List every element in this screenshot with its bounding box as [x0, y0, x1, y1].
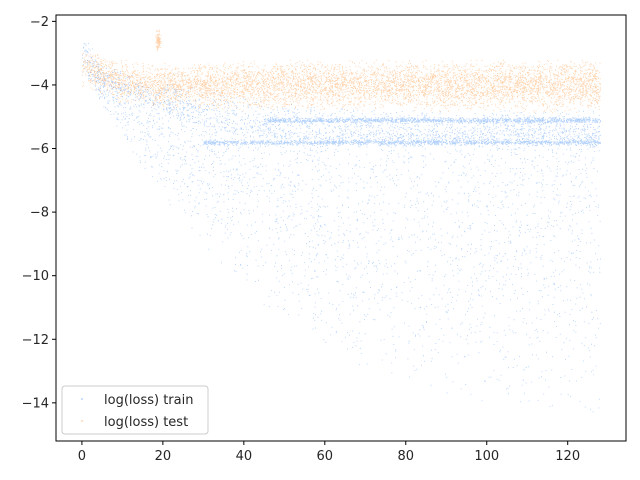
y-tick-label: −12	[22, 333, 49, 348]
x-tick-label: 20	[155, 449, 172, 464]
y-tick-label: −4	[30, 78, 49, 93]
test-series-points	[81, 29, 601, 114]
y-tick-label: −14	[22, 396, 49, 411]
y-tick-label: −2	[30, 15, 49, 30]
plot-background	[56, 15, 626, 441]
y-axis: −2 −4 −6 −8 −10 −12 −14	[22, 15, 56, 411]
x-tick-label: 80	[397, 449, 414, 464]
y-tick-label: −8	[30, 206, 49, 221]
y-tick-label: −10	[22, 269, 49, 284]
legend-marker-train	[81, 398, 83, 400]
legend-label-train: log(loss) train	[104, 393, 193, 408]
legend-marker-test	[81, 420, 83, 422]
x-tick-label: 0	[78, 449, 86, 464]
x-tick-label: 60	[317, 449, 334, 464]
y-tick-label: −6	[30, 142, 49, 157]
legend-box	[61, 385, 209, 435]
x-tick-label: 120	[555, 449, 580, 464]
x-axis: 0 20 40 60 80 100 120	[78, 441, 580, 464]
plot-frame	[55, 14, 627, 442]
scatter-points	[81, 29, 601, 413]
legend-label-test: log(loss) test	[104, 415, 188, 430]
x-tick-label: 100	[474, 449, 499, 464]
test-series	[81, 29, 601, 114]
legend: log(loss) train log(loss) test	[61, 385, 209, 435]
x-tick-label: 40	[236, 449, 253, 464]
